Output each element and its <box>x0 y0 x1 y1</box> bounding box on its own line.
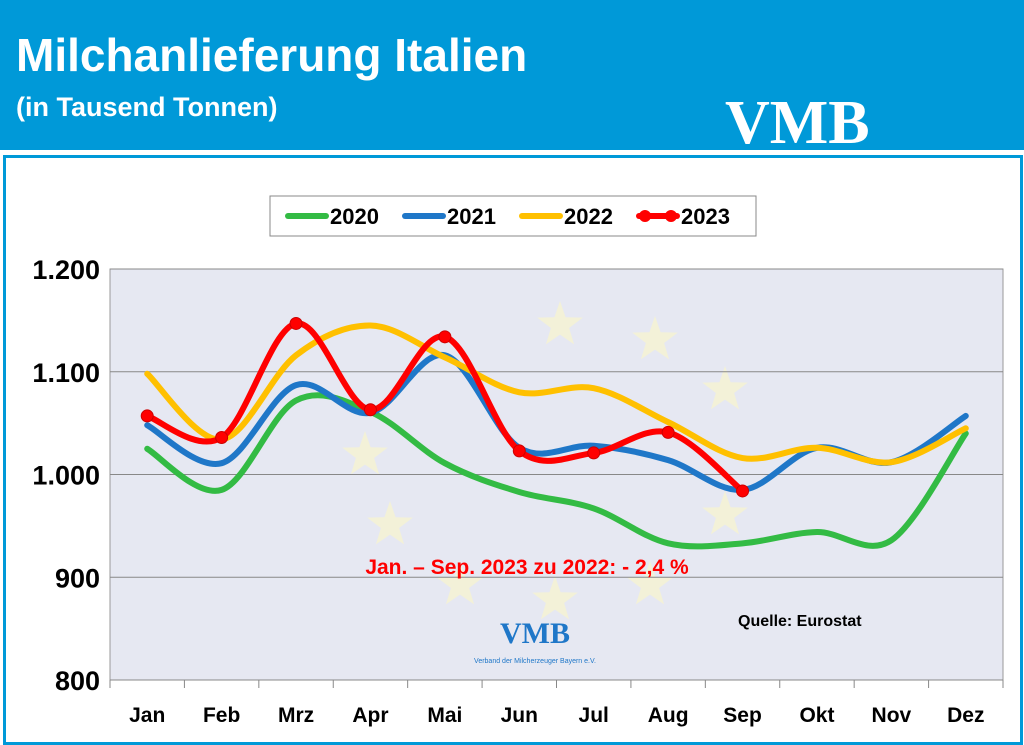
eu-star-icon <box>367 501 413 545</box>
y-tick-label: 1.000 <box>32 461 100 491</box>
x-tick-label: Okt <box>799 704 834 727</box>
eu-star-icon <box>702 366 748 410</box>
x-tick-label: Dez <box>947 704 984 727</box>
y-tick-label: 1.200 <box>32 255 100 285</box>
page-title: Milchanlieferung Italien <box>16 29 528 81</box>
legend-label-2023: 2023 <box>681 204 730 229</box>
y-tick-label: 900 <box>55 563 100 593</box>
legend-marker <box>665 210 677 222</box>
data-point-2023 <box>587 446 601 460</box>
legend-label-2022: 2022 <box>564 204 613 229</box>
watermark-subtitle: Verband der Milcherzeuger Bayern e.V. <box>474 658 596 665</box>
data-point-2023 <box>661 425 675 439</box>
x-tick-label: Jun <box>501 704 538 727</box>
x-tick-label: Apr <box>352 704 388 727</box>
eu-star-icon <box>537 301 583 345</box>
eu-star-icon <box>702 491 748 535</box>
series-line-2022 <box>144 322 969 466</box>
data-point-2023 <box>736 484 750 498</box>
x-tick-label: Sep <box>723 704 762 727</box>
data-point-2023 <box>363 403 377 417</box>
x-tick-label: Feb <box>203 704 240 727</box>
data-point-2023 <box>512 444 526 458</box>
data-point-2023 <box>140 409 154 423</box>
x-tick-label: Aug <box>648 704 689 727</box>
legend-label-2020: 2020 <box>330 204 379 229</box>
eu-star-icon <box>627 561 673 605</box>
eu-star-icon <box>342 431 388 475</box>
legend-marker <box>639 210 651 222</box>
annotation: Jan. – Sep. 2023 zu 2022: - 2,4 % <box>365 556 689 579</box>
x-tick-label: Nov <box>872 704 912 727</box>
data-point-2023 <box>215 431 229 445</box>
vmb-logo: VMB <box>725 89 870 157</box>
page-subtitle: (in Tausend Tonnen) <box>16 92 278 122</box>
data-point-2023 <box>438 330 452 344</box>
x-tick-label: Mai <box>427 704 462 727</box>
legend-label-2021: 2021 <box>447 204 496 229</box>
source-note: Quelle: Eurostat <box>738 613 862 630</box>
watermark-logo: VMB <box>500 617 570 650</box>
y-tick-label: 800 <box>55 666 100 696</box>
header-banner: Milchanlieferung Italien (in Tausend Ton… <box>0 0 1024 157</box>
eu-star-icon <box>632 316 678 360</box>
eu-star-icon <box>532 576 578 620</box>
data-point-2023 <box>289 316 303 330</box>
series-line-2020 <box>144 392 969 550</box>
x-tick-label: Jul <box>579 704 609 727</box>
x-tick-label: Jan <box>129 704 165 727</box>
y-tick-label: 1.100 <box>32 358 100 388</box>
x-tick-label: Mrz <box>278 704 314 727</box>
eu-star-icon <box>437 561 483 605</box>
